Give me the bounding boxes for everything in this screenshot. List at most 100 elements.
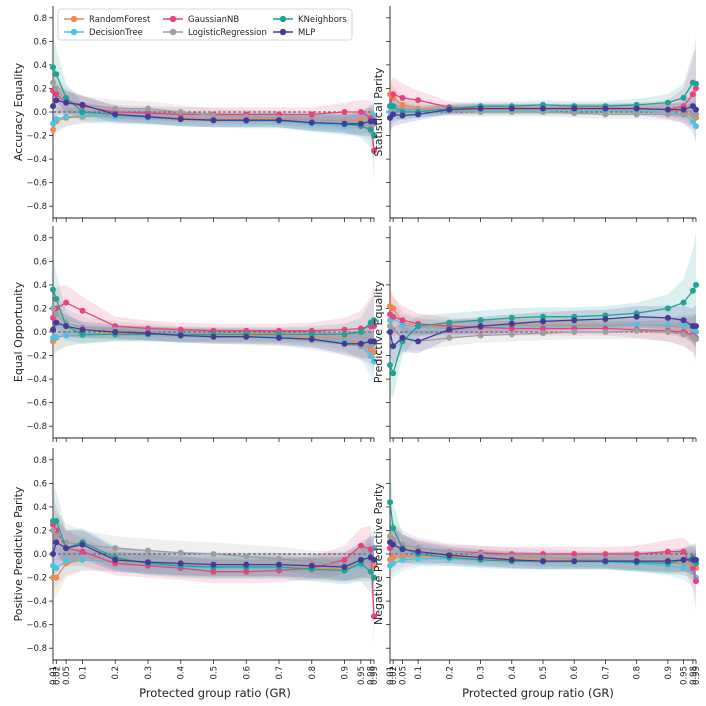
point-gaussiannb bbox=[415, 97, 422, 104]
point-logisticregression bbox=[633, 111, 640, 118]
point-mlp bbox=[177, 332, 184, 339]
x-tick-label: 0.1 bbox=[414, 666, 424, 680]
y-tick-label: −0.6 bbox=[26, 399, 47, 409]
point-kneighbors bbox=[367, 126, 374, 133]
point-decisiontree bbox=[53, 333, 60, 340]
point-kneighbors bbox=[387, 499, 393, 506]
y-tick-label: 0.8 bbox=[33, 14, 47, 24]
x-tick-label: 0.01 bbox=[386, 666, 396, 685]
panel-positive-predictive-parity: −0.8−0.6−0.4−0.20.00.20.40.60.80.010.02 0… bbox=[12, 448, 380, 685]
point-decisiontree bbox=[399, 556, 406, 563]
point-mlp bbox=[145, 559, 151, 566]
point-decisiontree bbox=[680, 565, 687, 572]
x-tick-label: 0.8 bbox=[308, 666, 318, 680]
point-mlp bbox=[79, 541, 86, 548]
x-tick-label: 0.5 bbox=[210, 666, 220, 680]
legend-swatch-marker bbox=[279, 15, 287, 23]
point-mlp bbox=[53, 319, 60, 326]
point-mlp bbox=[390, 111, 397, 118]
point-kneighbors bbox=[50, 286, 56, 293]
point-decisiontree bbox=[53, 116, 60, 123]
x-tick-label: 0.05 bbox=[62, 666, 72, 685]
point-gaussiannb bbox=[308, 111, 315, 118]
point-gaussiannb bbox=[540, 325, 546, 332]
point-mlp bbox=[633, 105, 640, 112]
point-mlp bbox=[210, 333, 217, 340]
point-gaussiannb bbox=[177, 326, 184, 333]
point-mlp bbox=[508, 320, 515, 327]
point-logisticregression bbox=[680, 331, 687, 338]
point-decisiontree bbox=[399, 321, 406, 328]
point-gaussiannb bbox=[371, 147, 377, 154]
point-gaussiannb bbox=[341, 109, 348, 115]
point-logisticregression bbox=[602, 111, 609, 118]
point-mlp bbox=[177, 116, 184, 123]
point-logisticregression bbox=[50, 305, 56, 312]
x-tick-label: 0.95 bbox=[357, 666, 367, 685]
point-gaussiannb bbox=[367, 546, 374, 553]
point-decisiontree bbox=[63, 332, 70, 339]
x-tick-label: 0.6 bbox=[242, 666, 252, 680]
point-kneighbors bbox=[680, 94, 687, 101]
point-logisticregression bbox=[693, 111, 699, 118]
point-gaussiannb bbox=[689, 565, 696, 572]
point-mlp bbox=[63, 99, 70, 106]
point-decisiontree bbox=[664, 321, 671, 328]
point-logisticregression bbox=[446, 334, 453, 341]
point-logisticregression bbox=[50, 79, 56, 86]
point-logisticregression bbox=[664, 111, 671, 118]
point-mlp bbox=[371, 338, 377, 345]
point-decisiontree bbox=[367, 352, 374, 359]
point-gaussiannb bbox=[357, 109, 364, 115]
point-kneighbors bbox=[371, 317, 377, 324]
band-mlp bbox=[53, 86, 374, 140]
point-mlp bbox=[308, 562, 315, 569]
point-decisiontree bbox=[371, 358, 377, 365]
point-logisticregression bbox=[112, 105, 119, 112]
point-mlp bbox=[602, 558, 609, 565]
point-randomforest bbox=[371, 562, 377, 569]
x-tick-label: 0.9 bbox=[664, 666, 674, 680]
point-decisiontree bbox=[79, 556, 86, 563]
x-tick-label: 0.95 bbox=[680, 666, 690, 685]
point-mlp bbox=[446, 552, 453, 559]
y-axis-label: Statistical Parity bbox=[372, 67, 385, 157]
x-tick-label: 0.5 bbox=[539, 666, 549, 680]
point-mlp bbox=[540, 318, 546, 325]
point-logisticregression bbox=[210, 551, 217, 557]
x-tick-label: 0.4 bbox=[177, 666, 187, 680]
point-mlp bbox=[571, 558, 578, 565]
point-mlp bbox=[243, 333, 250, 340]
point-kneighbors bbox=[308, 331, 315, 338]
point-kneighbors bbox=[664, 305, 671, 312]
point-kneighbors bbox=[371, 574, 377, 581]
x-tick-label: 0.02 bbox=[52, 666, 62, 685]
point-gaussiannb bbox=[210, 568, 217, 575]
point-mlp bbox=[371, 556, 377, 563]
legend: RandomForest DecisionTree GaussianNB Logist… bbox=[57, 8, 353, 41]
point-mlp bbox=[664, 558, 671, 565]
point-mlp bbox=[399, 112, 406, 119]
legend-entry-gaussiannb: GaussianNB bbox=[163, 15, 239, 25]
y-axis-label: Negative Predictive Parity bbox=[372, 483, 385, 625]
point-mlp bbox=[50, 551, 56, 557]
point-mlp bbox=[446, 106, 453, 113]
y-tick-label: −0.4 bbox=[26, 597, 47, 607]
point-kneighbors bbox=[53, 296, 60, 302]
panel-statistical-parity: Statistical Parity bbox=[372, 6, 699, 222]
point-mlp bbox=[540, 558, 546, 565]
point-kneighbors bbox=[367, 568, 374, 575]
point-mlp bbox=[446, 326, 453, 333]
legend-entry-logisticregression: LogisticRegression bbox=[163, 28, 267, 38]
y-tick-label: 0.6 bbox=[33, 257, 47, 267]
point-mlp bbox=[477, 105, 484, 112]
point-gaussiannb bbox=[390, 313, 397, 320]
point-logisticregression bbox=[508, 331, 515, 338]
point-mlp bbox=[341, 340, 348, 347]
point-mlp bbox=[276, 561, 282, 568]
point-kneighbors bbox=[387, 362, 393, 368]
point-gaussiannb bbox=[341, 326, 348, 333]
panel-equal-opportunity: −0.8 −0.6 −0.4 −0.2 0.0 0.2 0.4 0.6 0.8 Equal Opp… bbox=[12, 226, 377, 442]
y-tick-label: −0.2 bbox=[26, 574, 47, 584]
band-logisticregression bbox=[53, 501, 374, 584]
